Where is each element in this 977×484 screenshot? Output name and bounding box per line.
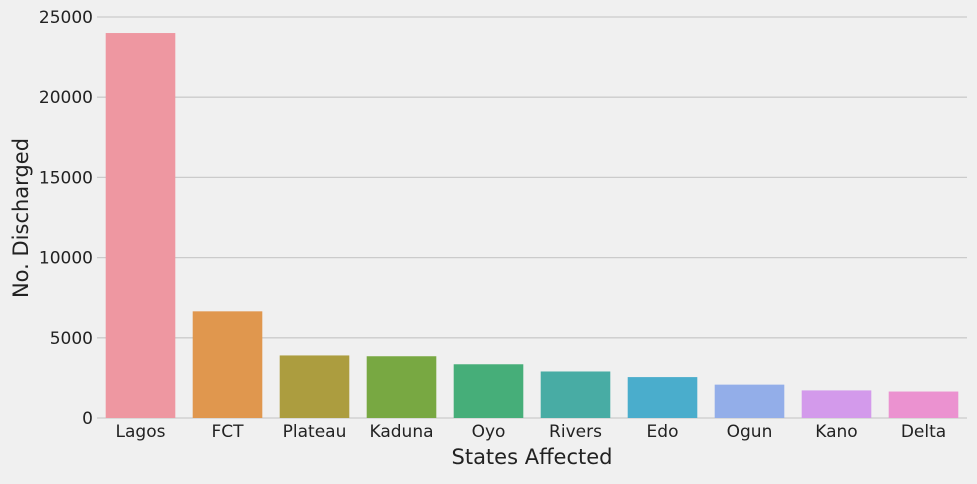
bar-kaduna [366, 356, 437, 418]
y-tick-label: 25000 [39, 8, 93, 28]
x-tick-label: Oyo [472, 422, 506, 442]
bars [105, 33, 959, 418]
x-axis-title: States Affected [452, 445, 613, 469]
y-tick-label: 20000 [39, 88, 93, 108]
x-tick-label: Delta [901, 422, 946, 442]
y-tick-labels: 0 5000 10000 15000 20000 25000 [39, 8, 93, 429]
x-tick-label: Kano [815, 422, 857, 442]
bar-plateau [279, 355, 350, 418]
x-tick-label: Plateau [283, 422, 347, 442]
bar-lagos [105, 33, 176, 418]
bar-ogun [714, 384, 785, 418]
x-tick-label: FCT [211, 422, 244, 442]
y-tick-label: 0 [82, 409, 93, 429]
x-tick-labels: Lagos FCT Plateau Kaduna Oyo Rivers Edo Ogun Kan… [116, 422, 947, 442]
x-tick-label: Kaduna [369, 422, 433, 442]
bar-edo [627, 377, 698, 418]
x-tick-label: Rivers [549, 422, 602, 442]
x-tick-label: Lagos [116, 422, 166, 442]
bar-oyo [453, 364, 524, 418]
bar-delta [888, 391, 959, 418]
bar-fct [192, 311, 263, 418]
bar-rivers [540, 371, 611, 418]
x-tick-label: Ogun [727, 422, 773, 442]
y-tick-label: 15000 [39, 168, 93, 188]
bar-kano [801, 390, 872, 418]
x-tick-label: Edo [647, 422, 679, 442]
y-axis-title: No. Discharged [9, 138, 33, 298]
y-tick-label: 5000 [50, 329, 93, 349]
y-tick-label: 10000 [39, 249, 93, 269]
